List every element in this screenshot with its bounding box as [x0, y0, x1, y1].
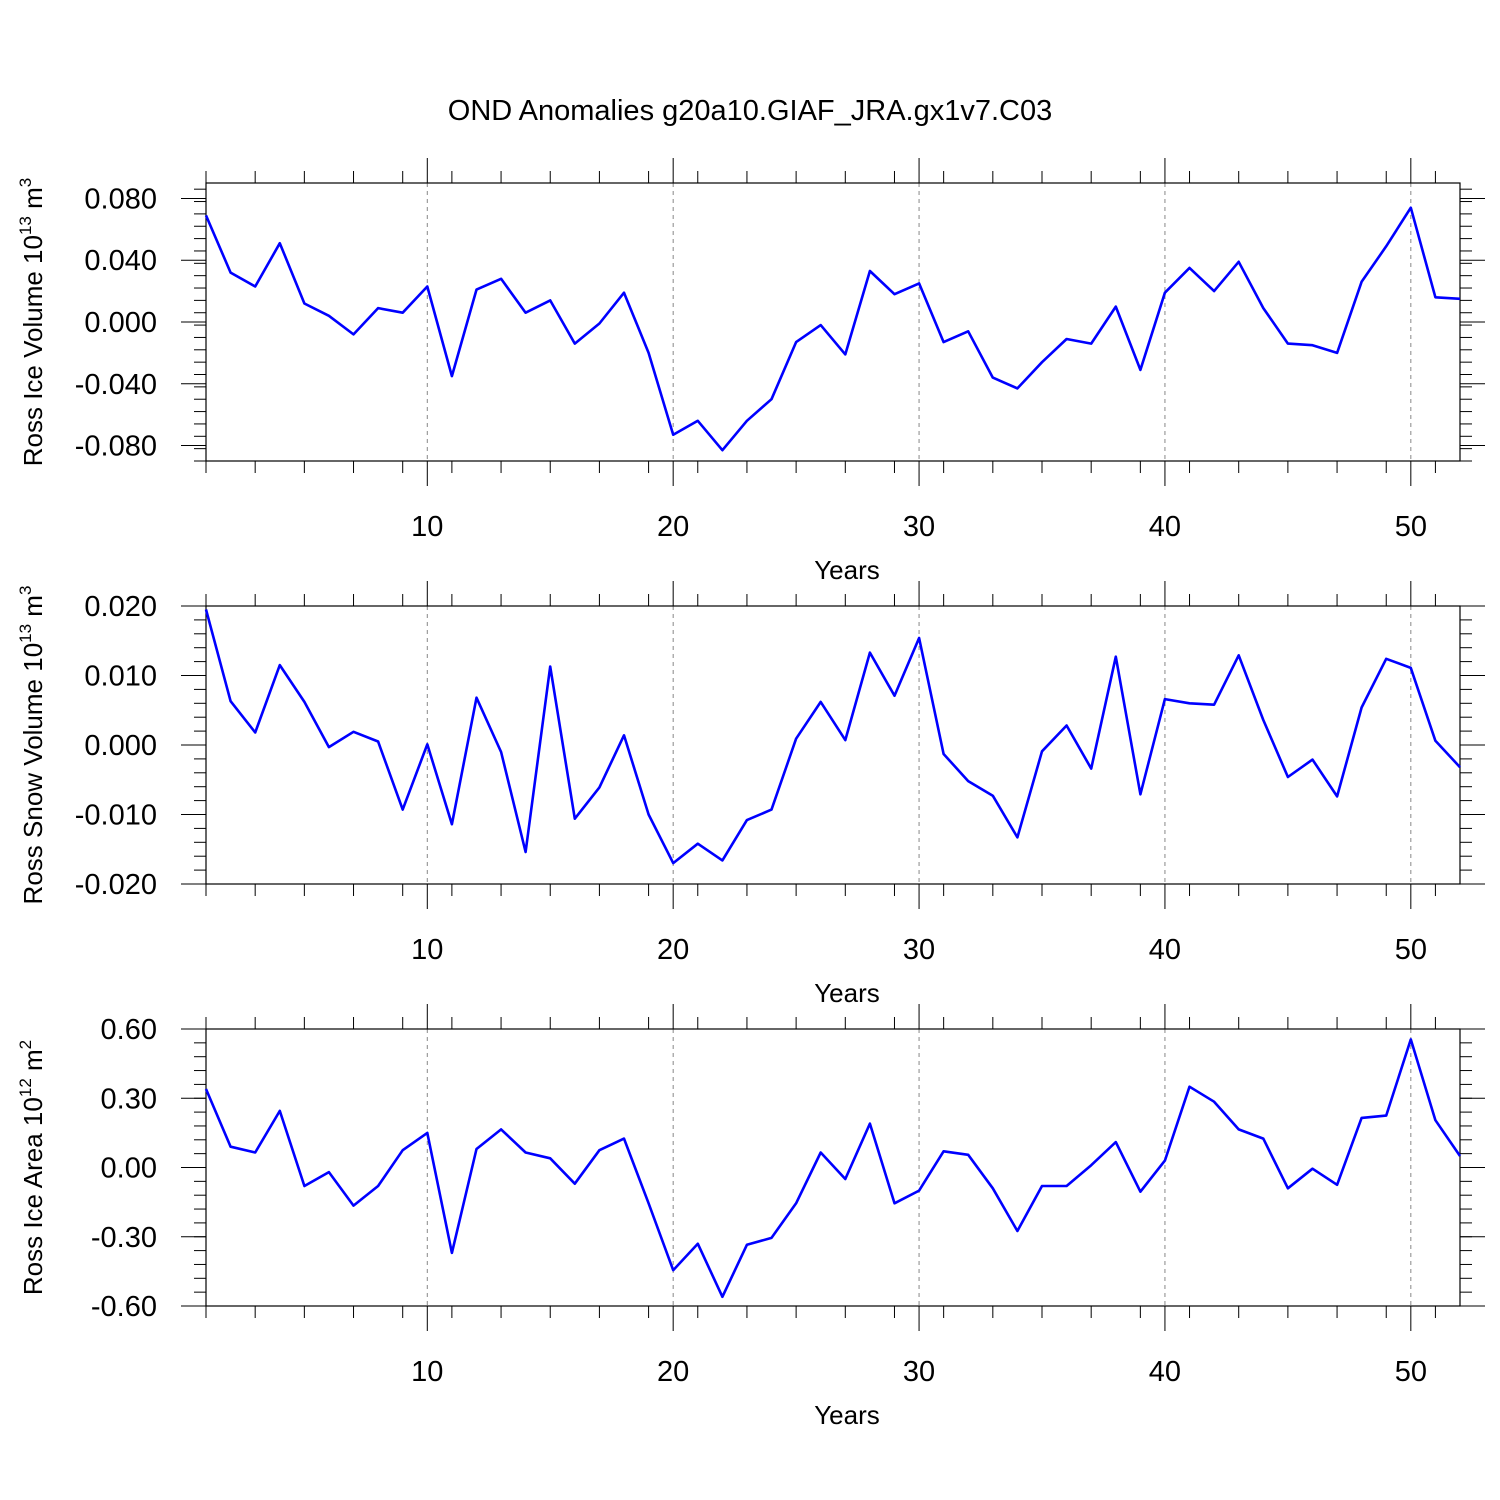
y-tick-label: -0.30 — [91, 1222, 157, 1254]
y-tick-label: 0.60 — [101, 1014, 157, 1046]
chart-panels: -0.080 -0.040 0.000 0.040 0.080 10 20 30 40 50 Yea… — [16, 158, 1485, 1430]
panel-2: -0.020 -0.010 0.000 0.010 0.020 10 20 30 40 50 Yea… — [16, 581, 1485, 1008]
x-tick-label: 40 — [1149, 934, 1181, 966]
series-line — [204, 1038, 1462, 1299]
series-line — [204, 206, 1461, 452]
x-tick-label: 30 — [903, 511, 935, 543]
panel-3: -0.60 -0.30 0.00 0.30 0.60 10 20 30 40 50 Years Ros… — [16, 1004, 1485, 1430]
x-tick-label: 40 — [1149, 511, 1181, 543]
x-axis-label: Years — [814, 1400, 880, 1430]
x-axis-label: Years — [814, 555, 880, 585]
x-tick-label: 10 — [411, 934, 443, 966]
x-tick-label: 10 — [411, 511, 443, 543]
y-tick-label: -0.010 — [75, 800, 157, 832]
series-line — [204, 609, 1461, 865]
x-tick-label: 50 — [1395, 1356, 1427, 1388]
y-tick-label: 0.00 — [101, 1153, 157, 1185]
x-tick-label: 20 — [657, 1356, 689, 1388]
x-tick-label: 50 — [1395, 511, 1427, 543]
x-tick-label: 30 — [903, 934, 935, 966]
y-tick-label: 0.000 — [84, 730, 157, 762]
y-tick-label: 0.000 — [84, 307, 157, 339]
y-axis-label: Ross Ice Area 1012 m2 — [16, 1040, 48, 1295]
y-tick-label: 0.020 — [84, 591, 157, 623]
x-tick-label: 50 — [1395, 934, 1427, 966]
y-tick-label: 0.010 — [84, 661, 157, 693]
y-tick-label: -0.080 — [75, 431, 157, 463]
x-tick-label: 10 — [411, 1356, 443, 1388]
y-axis-label: Ross Snow Volume 1013 m3 — [16, 586, 48, 905]
y-tick-label: 0.30 — [101, 1083, 157, 1115]
y-tick-label: -0.020 — [75, 869, 157, 901]
y-tick-label: -0.040 — [75, 369, 157, 401]
x-tick-label: 20 — [657, 934, 689, 966]
x-tick-label: 30 — [903, 1356, 935, 1388]
x-tick-label: 20 — [657, 511, 689, 543]
y-axis-label: Ross Ice Volume 1013 m3 — [16, 178, 48, 467]
y-tick-label: 0.080 — [84, 183, 157, 215]
x-axis-label: Years — [814, 978, 880, 1008]
x-tick-label: 40 — [1149, 1356, 1181, 1388]
y-tick-label: -0.60 — [91, 1291, 157, 1323]
chart-title: OND Anomalies g20a10.GIAF_JRA.gx1v7.C03 — [448, 95, 1052, 127]
y-tick-label: 0.040 — [84, 245, 157, 277]
panel-1: -0.080 -0.040 0.000 0.040 0.080 10 20 30 40 50 Yea… — [16, 158, 1485, 585]
